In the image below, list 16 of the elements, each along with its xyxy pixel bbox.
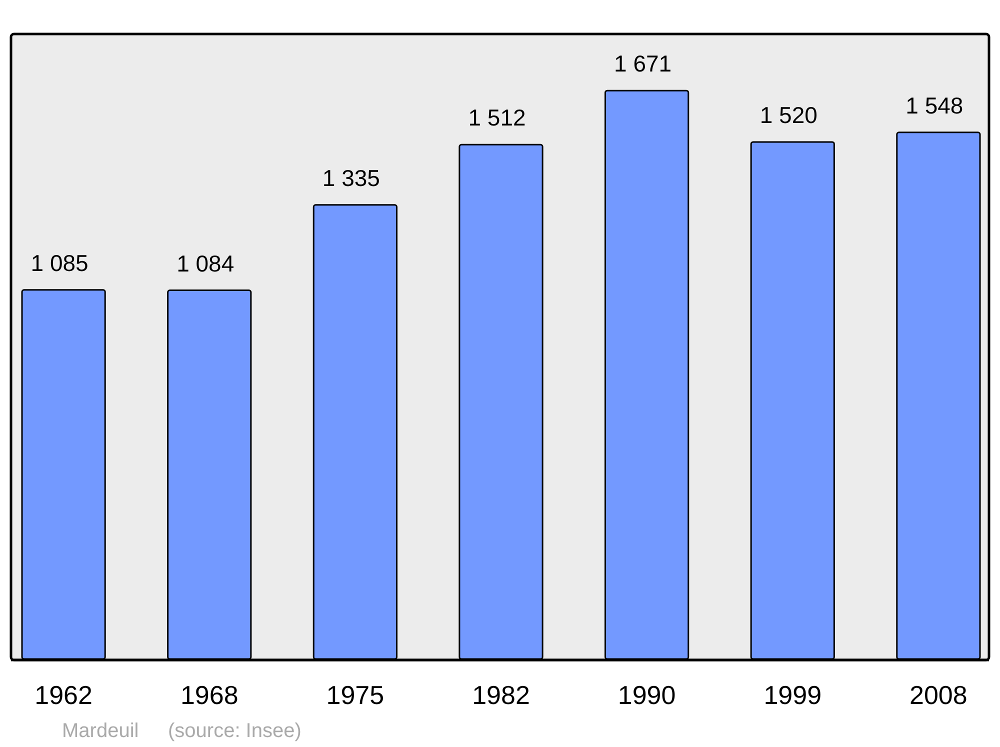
x-tick-label: 1982 [472,680,530,710]
data-label: 1 085 [30,250,88,276]
data-label: 1 335 [322,164,380,191]
data-label: 1 520 [760,102,818,128]
data-label: 1 512 [468,104,526,131]
data-label: 1 548 [906,92,964,118]
x-tick-label: 1999 [764,680,822,710]
text: (source: Insee) [168,720,302,742]
x-tick-label: 1968 [180,680,238,710]
x-tick-label: 2008 [910,680,968,710]
data-label: 1 671 [614,50,672,77]
x-tick-label: 1975 [326,680,384,710]
text: Mardeuil [62,720,139,742]
data-label: 1 084 [176,250,234,276]
x-tick-label: 1990 [618,680,676,710]
x-tick-label: 1962 [34,680,92,710]
